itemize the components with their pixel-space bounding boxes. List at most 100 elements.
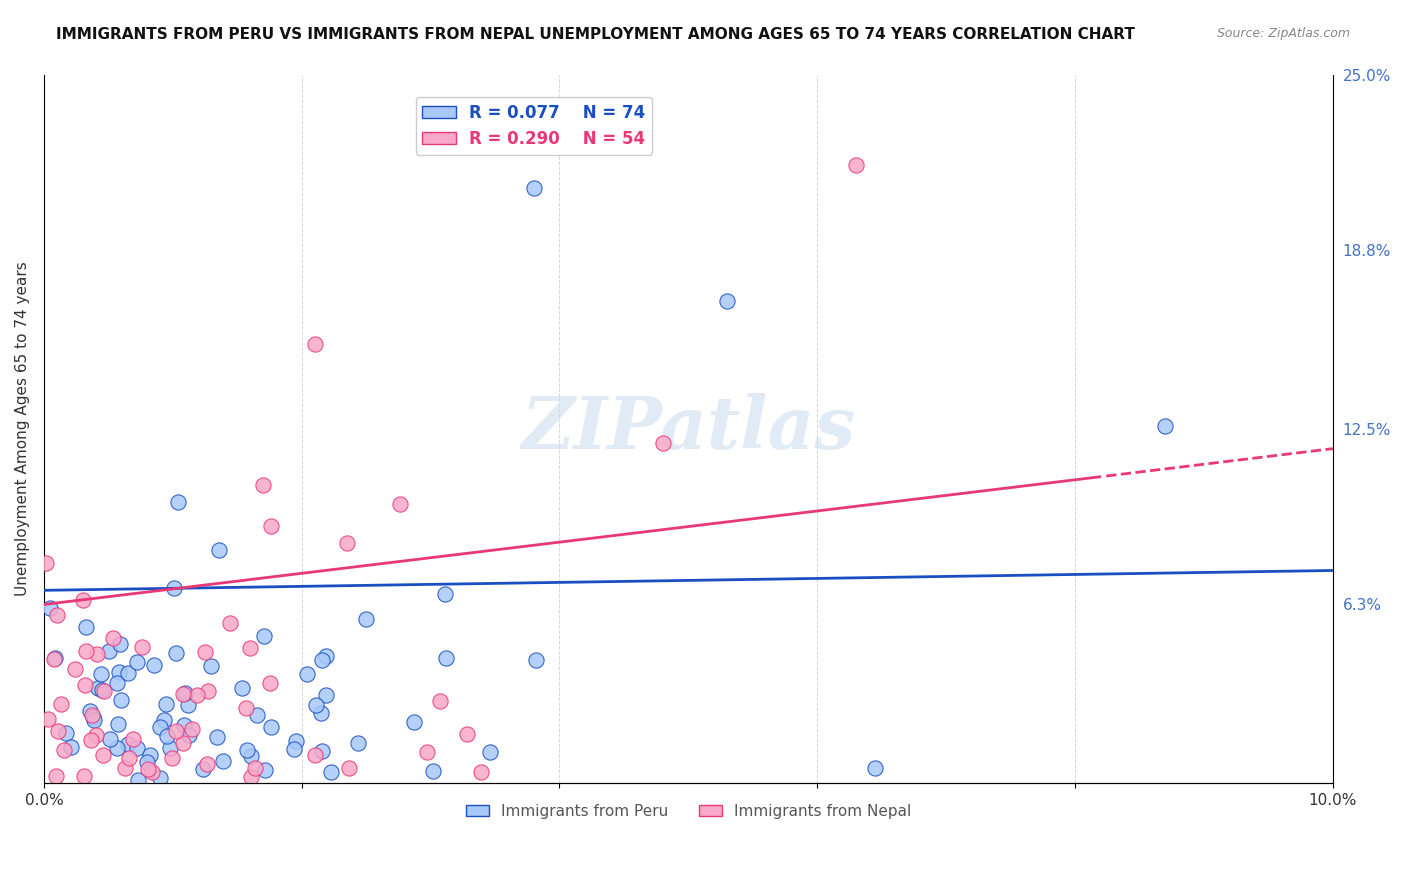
Point	[470, 764, 492, 779]
Point	[105, 741, 128, 756]
Point	[162, 750, 184, 764]
Point	[55, 726, 77, 740]
Point	[149, 720, 172, 734]
Point	[75, 644, 97, 658]
Point	[254, 764, 277, 778]
Point	[651, 436, 673, 450]
Point	[127, 773, 149, 788]
Point	[240, 770, 263, 784]
Point	[309, 706, 332, 720]
Point	[117, 737, 139, 751]
Point	[80, 733, 103, 747]
Point	[105, 675, 128, 690]
Point	[197, 757, 219, 772]
Point	[149, 771, 172, 785]
Point	[44, 652, 66, 666]
Point	[79, 704, 101, 718]
Point	[259, 675, 281, 690]
Point	[283, 741, 305, 756]
Point	[174, 686, 197, 700]
Point	[311, 744, 333, 758]
Point	[44, 651, 66, 665]
Point	[167, 495, 190, 509]
Point	[191, 762, 214, 776]
Point	[172, 736, 194, 750]
Point	[76, 620, 98, 634]
Point	[402, 715, 425, 730]
Point	[153, 714, 176, 728]
Point	[44, 769, 66, 783]
Point	[37, 712, 59, 726]
Point	[231, 681, 253, 695]
Point	[107, 716, 129, 731]
Point	[141, 764, 163, 779]
Point	[205, 730, 228, 744]
Point	[347, 736, 370, 750]
Point	[38, 600, 60, 615]
Point	[337, 761, 360, 775]
Point	[235, 701, 257, 715]
Text: ZIPatlas: ZIPatlas	[522, 393, 855, 464]
Point	[243, 761, 266, 775]
Point	[235, 742, 257, 756]
Point	[311, 653, 333, 667]
Point	[305, 698, 328, 713]
Point	[73, 678, 96, 692]
Point	[208, 542, 231, 557]
Point	[177, 698, 200, 712]
Point	[122, 732, 145, 747]
Point	[389, 497, 412, 511]
Point	[524, 653, 547, 667]
Point	[429, 694, 451, 708]
Point	[252, 478, 274, 492]
Point	[212, 754, 235, 768]
Point	[108, 665, 131, 679]
Point	[80, 707, 103, 722]
Point	[478, 745, 501, 759]
Text: IMMIGRANTS FROM PERU VS IMMIGRANTS FROM NEPAL UNEMPLOYMENT AMONG AGES 65 TO 74 Y: IMMIGRANTS FROM PERU VS IMMIGRANTS FROM …	[56, 27, 1135, 42]
Point	[46, 723, 69, 738]
Point	[86, 648, 108, 662]
Point	[523, 181, 546, 195]
Point	[118, 750, 141, 764]
Point	[65, 662, 87, 676]
Point	[84, 728, 107, 742]
Point	[82, 710, 104, 724]
Point	[197, 684, 219, 698]
Point	[863, 761, 886, 775]
Point	[114, 761, 136, 775]
Point	[260, 518, 283, 533]
Point	[110, 693, 132, 707]
Point	[165, 724, 187, 739]
Y-axis label: Unemployment Among Ages 65 to 74 years: Unemployment Among Ages 65 to 74 years	[15, 261, 30, 596]
Point	[177, 728, 200, 742]
Point	[159, 740, 181, 755]
Point	[156, 729, 179, 743]
Point	[59, 739, 82, 754]
Point	[90, 666, 112, 681]
Point	[239, 748, 262, 763]
Point	[136, 755, 159, 769]
Point	[83, 713, 105, 727]
Point	[173, 718, 195, 732]
Point	[51, 697, 73, 711]
Point	[416, 745, 439, 759]
Point	[45, 608, 67, 623]
Point	[97, 644, 120, 658]
Point	[315, 649, 337, 664]
Point	[456, 727, 478, 741]
Point	[90, 682, 112, 697]
Point	[125, 656, 148, 670]
Point	[285, 734, 308, 748]
Point	[315, 688, 337, 702]
Point	[246, 708, 269, 723]
Point	[845, 158, 868, 172]
Point	[72, 593, 94, 607]
Point	[1154, 419, 1177, 434]
Point	[186, 688, 208, 702]
Point	[434, 586, 457, 600]
Legend: Immigrants from Peru, Immigrants from Nepal: Immigrants from Peru, Immigrants from Ne…	[460, 797, 917, 825]
Point	[125, 741, 148, 756]
Point	[87, 681, 110, 695]
Point	[142, 657, 165, 672]
